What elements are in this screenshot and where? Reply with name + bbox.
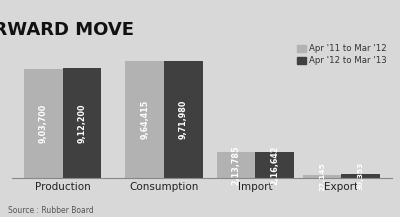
Text: FORWARD MOVE: FORWARD MOVE — [0, 21, 134, 39]
Text: 2,16,642: 2,16,642 — [270, 145, 279, 185]
Text: 30,353: 30,353 — [358, 162, 364, 190]
Bar — [255, 152, 294, 178]
Text: 9,12,200: 9,12,200 — [78, 103, 86, 143]
Text: Source : Rubber Board: Source : Rubber Board — [8, 206, 94, 215]
Text: 9,64,415: 9,64,415 — [140, 100, 149, 139]
Text: 9,71,980: 9,71,980 — [179, 100, 188, 139]
Bar — [24, 69, 63, 178]
Bar — [63, 68, 101, 178]
Text: 27,145: 27,145 — [319, 162, 325, 191]
Bar — [217, 152, 255, 178]
Bar — [164, 61, 202, 178]
Legend: Apr '11 to Mar '12, Apr '12 to Mar '13: Apr '11 to Mar '12, Apr '12 to Mar '13 — [296, 43, 388, 66]
Bar — [341, 174, 380, 178]
Text: 9,03,700: 9,03,700 — [39, 104, 48, 143]
Text: 2,13,785: 2,13,785 — [232, 145, 240, 185]
Bar — [303, 175, 341, 178]
Bar — [126, 61, 164, 178]
